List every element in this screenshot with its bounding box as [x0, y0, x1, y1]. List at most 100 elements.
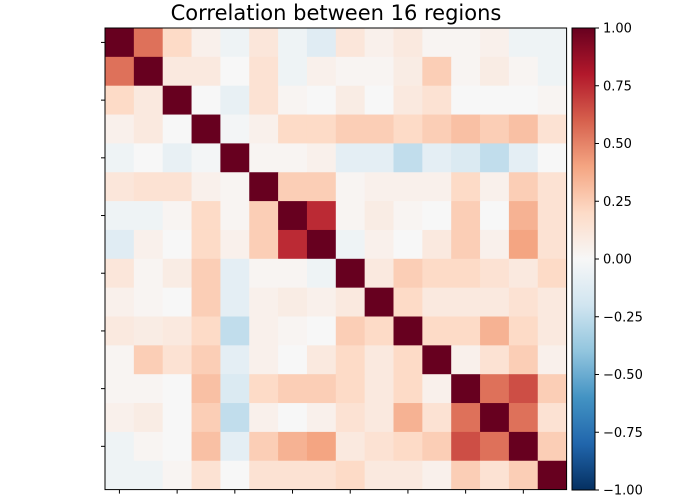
heatmap-cell — [278, 85, 308, 115]
heatmap-cell — [335, 28, 366, 58]
heatmap-cell — [191, 85, 221, 115]
heatmap-cell — [422, 403, 452, 433]
heatmap-cell — [537, 114, 567, 144]
heatmap-cell — [220, 287, 250, 317]
heatmap-cell — [364, 28, 394, 58]
heatmap-cell — [278, 374, 308, 404]
heatmap-cell — [133, 114, 164, 144]
heatmap-cell — [335, 114, 366, 144]
heatmap-cell — [508, 345, 539, 375]
heatmap-cell — [249, 403, 279, 433]
heatmap-cell — [451, 114, 481, 144]
heatmap-cell — [537, 316, 567, 346]
heatmap-cell — [278, 172, 308, 202]
heatmap-cell — [508, 85, 539, 115]
heatmap-cell — [364, 201, 394, 231]
heatmap-cell — [451, 345, 481, 375]
heatmap-cell — [306, 316, 337, 346]
heatmap-cell — [508, 114, 539, 144]
heatmap-cell — [393, 201, 423, 231]
heatmap-cell — [364, 56, 394, 87]
heatmap-cell — [508, 258, 539, 289]
heatmap-cell — [133, 172, 164, 202]
heatmap-cell — [508, 56, 539, 87]
heatmap-cell — [191, 28, 221, 58]
heatmap-frame — [104, 27, 568, 491]
heatmap-cell — [335, 85, 366, 115]
heatmap-cell — [191, 316, 221, 346]
heatmap-cell — [422, 460, 452, 490]
heatmap-cell — [508, 316, 539, 346]
heatmap-cell — [335, 56, 366, 87]
heatmap-cell — [335, 374, 366, 404]
heatmap-cell — [220, 460, 250, 490]
colorbar-tick-label: −0.25 — [603, 310, 643, 325]
heatmap-cell — [537, 287, 567, 317]
heatmap-cell — [249, 287, 279, 317]
heatmap-cell — [364, 374, 394, 404]
heatmap-cell — [191, 345, 221, 375]
heatmap-cell — [508, 287, 539, 317]
colorbar-tick-label: −0.50 — [603, 368, 643, 383]
heatmap-cell — [105, 172, 135, 202]
heatmap-cell — [537, 85, 567, 115]
heatmap-cell — [422, 374, 452, 404]
heatmap-cell — [133, 28, 164, 58]
heatmap-cell — [335, 460, 366, 490]
heatmap-cell — [105, 316, 135, 346]
heatmap-cell — [537, 28, 567, 58]
heatmap-cell — [191, 229, 221, 260]
heatmap-cell — [537, 431, 567, 462]
heatmap-cell — [480, 287, 510, 317]
heatmap-cell — [508, 28, 539, 58]
heatmap-cell — [220, 143, 250, 173]
heatmap-cell — [480, 56, 510, 87]
heatmap-cell — [306, 403, 337, 433]
heatmap-cell — [364, 287, 394, 317]
heatmap-cell — [162, 28, 192, 58]
heatmap-cell — [393, 114, 423, 144]
heatmap-cell — [393, 85, 423, 115]
heatmap-cell — [133, 258, 164, 289]
heatmap-cell — [537, 403, 567, 433]
heatmap-cell — [249, 258, 279, 289]
heatmap-cell — [105, 403, 135, 433]
heatmap-cell — [335, 345, 366, 375]
heatmap-cell — [105, 345, 135, 375]
heatmap-cell — [191, 143, 221, 173]
heatmap-cell — [249, 85, 279, 115]
heatmap-cell — [480, 258, 510, 289]
heatmap-cell — [422, 56, 452, 87]
heatmap-cell — [249, 431, 279, 462]
heatmap-cell — [422, 345, 452, 375]
heatmap-cell — [162, 287, 192, 317]
heatmap-cell — [364, 403, 394, 433]
heatmap-cell — [249, 114, 279, 144]
heatmap-cell — [220, 374, 250, 404]
heatmap-cell — [364, 258, 394, 289]
heatmap-cell — [364, 143, 394, 173]
heatmap-cell — [133, 460, 164, 490]
heatmap-cell — [105, 431, 135, 462]
heatmap-cell — [105, 287, 135, 317]
heatmap-cell — [508, 229, 539, 260]
heatmap-cell — [278, 287, 308, 317]
heatmap-cell — [508, 172, 539, 202]
heatmap-cell — [537, 345, 567, 375]
heatmap-cell — [306, 114, 337, 144]
heatmap-cell — [162, 229, 192, 260]
heatmap-cell — [422, 114, 452, 144]
heatmap-cell — [364, 460, 394, 490]
heatmap-cell — [480, 345, 510, 375]
heatmap-cell — [133, 374, 164, 404]
heatmap-cell — [220, 403, 250, 433]
heatmap-cell — [191, 287, 221, 317]
heatmap-cell — [306, 143, 337, 173]
heatmap-cell — [220, 201, 250, 231]
heatmap-cell — [393, 56, 423, 87]
heatmap-cell — [508, 460, 539, 490]
heatmap-cell — [249, 229, 279, 260]
heatmap-cell — [335, 316, 366, 346]
heatmap-cell — [278, 403, 308, 433]
heatmap-cell — [162, 143, 192, 173]
